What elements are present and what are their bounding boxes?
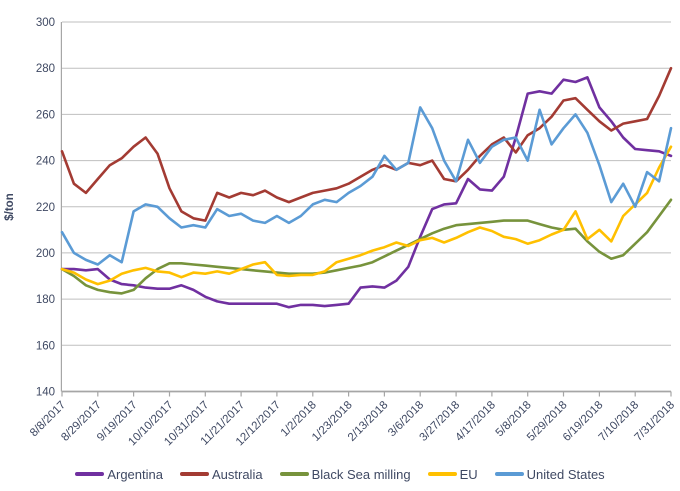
legend-label-united-states: United States — [526, 466, 605, 482]
legend-swatch-united-states — [494, 471, 524, 477]
series-line-eu — [60, 145, 673, 286]
legend-swatch-eu — [427, 471, 457, 477]
y-tick-label: 140 — [36, 387, 55, 399]
y-tick-label: 300 — [36, 17, 55, 29]
y-tick-label: 260 — [36, 109, 55, 121]
legend-label-eu: EU — [459, 466, 478, 482]
legend-item-eu: EU — [427, 466, 478, 482]
legend-item-argentina: Argentina — [75, 467, 163, 482]
legend-swatch-australia — [179, 471, 209, 477]
y-tick-label: 280 — [36, 63, 55, 75]
y-tick-label: 160 — [36, 340, 55, 352]
legend-label-argentina: Argentina — [107, 466, 163, 482]
legend-swatch-argentina — [75, 471, 105, 477]
legend-swatch-black-sea-milling — [279, 471, 309, 477]
legend-item-black-sea-milling: Black Sea milling — [279, 466, 411, 482]
y-tick-label: 180 — [36, 294, 55, 306]
legend-item-united-states: United States — [494, 466, 605, 482]
y-tick-label: 220 — [36, 202, 55, 214]
legend-item-australia: Australia — [179, 466, 263, 482]
legend-label-black-sea-milling: Black Sea milling — [311, 466, 411, 482]
legend: Argentina Australia Black Sea milling EU Uni… — [0, 463, 680, 485]
y-axis-title: $/ton — [4, 193, 16, 220]
y-tick-label: 200 — [36, 248, 55, 260]
series-line-united-states — [60, 106, 673, 266]
legend-label-australia: Australia — [211, 466, 263, 482]
series-line-argentina — [60, 76, 673, 309]
series-line-australia — [60, 66, 673, 222]
line-chart-canvas: $/ton 1401601802002202402602803008/8/201… — [4, 17, 677, 448]
y-tick-label: 240 — [36, 156, 55, 168]
series-line-black-sea-milling — [60, 198, 673, 295]
